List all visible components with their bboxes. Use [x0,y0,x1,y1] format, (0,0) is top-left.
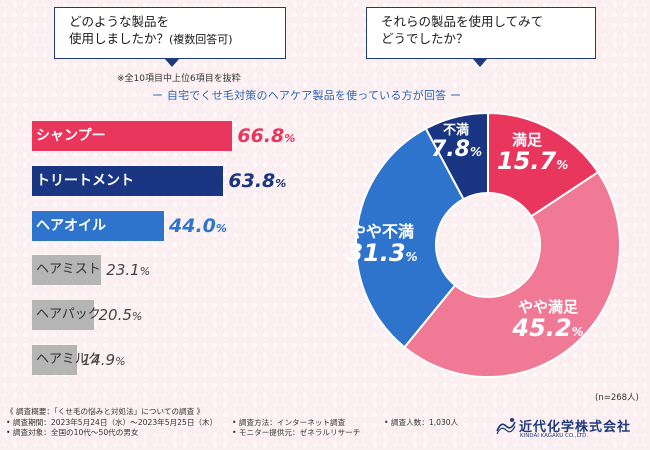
bar-value-unit: % [275,176,287,190]
selection-note: ※全10項目中上位6項目を抜粋 [117,74,241,84]
donut-label-text: 不満 [442,123,469,138]
bar-value-unit: % [284,132,296,145]
bar-value-number: 20.5 [98,306,132,325]
bar-value-unit: % [115,355,126,368]
question-suffix: (複数回答可) [169,33,233,46]
question-pointer-left [165,59,179,67]
survey-target: • 調査対象：全国の10代～50代の男女 [6,428,139,437]
survey-count: • 調査人数：1,030人 [384,417,459,427]
bar-4: ヘアミスト [32,255,102,286]
question-pointer-right [473,59,487,67]
survey-period: • 調査期間：2023年5月24日（水）～2023年5月25日（木） [6,417,218,427]
donut-label-value: 31.3% [336,238,428,267]
donut-value-unit: % [405,249,418,264]
bar-2: トリートメント [32,165,224,196]
donut-label-value: 7.8% [431,136,483,162]
donut-value-number: 45.2 [512,313,572,342]
survey-info-right: • 調査人数：1,030人 [384,418,458,429]
bar-value-label-1: 66.8% [237,121,295,154]
respondent-subtitle: ー 自宅でくせ毛対策のヘアケア製品を使っている方が回答 ー [152,89,462,102]
donut-value-unit: % [556,157,569,172]
bar-value-number: 63.8 [228,169,276,192]
bar-value-label-2: 63.8% [228,166,286,199]
company-logo: 近代化学株式会社 KINDAI KAGAKU CO.,LTD. [495,416,630,440]
donut-label-3: やや不満 31.3% [336,222,428,267]
question-box-products: どのような製品を 使用しましたか？(複数回答可) [54,7,286,59]
bar-value-number: 44.0 [169,214,216,237]
company-name-jp: 近代化学株式会社 [519,420,632,435]
bar-6: ヘアミルク [32,345,101,375]
company-logo-icon [496,418,516,435]
question-line-2-main: 使用しましたか？ [69,31,170,46]
sample-size: (n=268人) [595,393,639,403]
bar-value-label-4: 23.1% [106,255,150,287]
donut-label-text: やや満足 [517,298,578,316]
question2-line-1: それらの製品を使用してみて [381,14,544,29]
bar-value-unit: % [131,310,143,324]
bar-value-number: 23.1 [106,261,140,280]
survey-info-middle: • 調査方法：インターネット調査 • モニター提供元：ゼネラルリサーチ [232,418,360,439]
bar-value-label-6: 14.9% [82,345,126,377]
survey-provider: • モニター提供元：ゼネラルリサーチ [232,428,361,437]
company-name-en: KINDAI KAGAKU CO.,LTD. [520,433,589,439]
donut-label-text: やや不満 [349,222,414,241]
donut-slice-2 [403,170,621,378]
bar-value-unit: % [215,221,227,235]
survey-method: • 調査方法：インターネット調査 [232,417,346,427]
bar-3: ヘアオイル [32,210,164,241]
donut-value-unit: % [571,324,584,339]
donut-label-2: やや満足 45.2% [508,298,588,342]
bar-value-number: 14.9 [81,351,116,369]
donut-label-1: 満足 15.7% [497,131,568,175]
bar-value-label-3: 44.0% [169,211,227,244]
survey-info-left: 《 調査概要：「くせ毛の悩みと対処法」についての調査 》 • 調査期間：2023… [6,407,217,439]
question2-line-2: どうでしたか？ [381,31,469,46]
donut-value-unit: % [469,144,483,159]
donut-value-number: 15.7 [497,146,557,175]
donut-label-value: 45.2% [508,313,588,342]
donut-value-number: 31.3 [346,238,406,267]
bar-value-number: 66.8 [237,125,285,147]
bar-1: シャンプー [32,121,233,151]
donut-value-number: 7.8 [431,136,470,162]
bar-value-label-5: 20.5% [99,300,143,332]
donut-label-value: 15.7% [497,146,568,175]
bar-value-unit: % [139,265,151,279]
donut-label-4: 不満 7.8% [431,123,483,162]
donut-label-text: 満足 [511,131,542,149]
question-line-2: 使用しましたか？(複数回答可) [69,30,275,48]
bar-5: ヘアパック [32,300,101,331]
question-line-1: どのような製品を [69,14,170,29]
question-box-satisfaction: それらの製品を使用してみて どうでしたか？ [366,7,596,59]
survey-overview: 《 調査概要：「くせ毛の悩みと対処法」についての調査 》 [6,407,205,416]
